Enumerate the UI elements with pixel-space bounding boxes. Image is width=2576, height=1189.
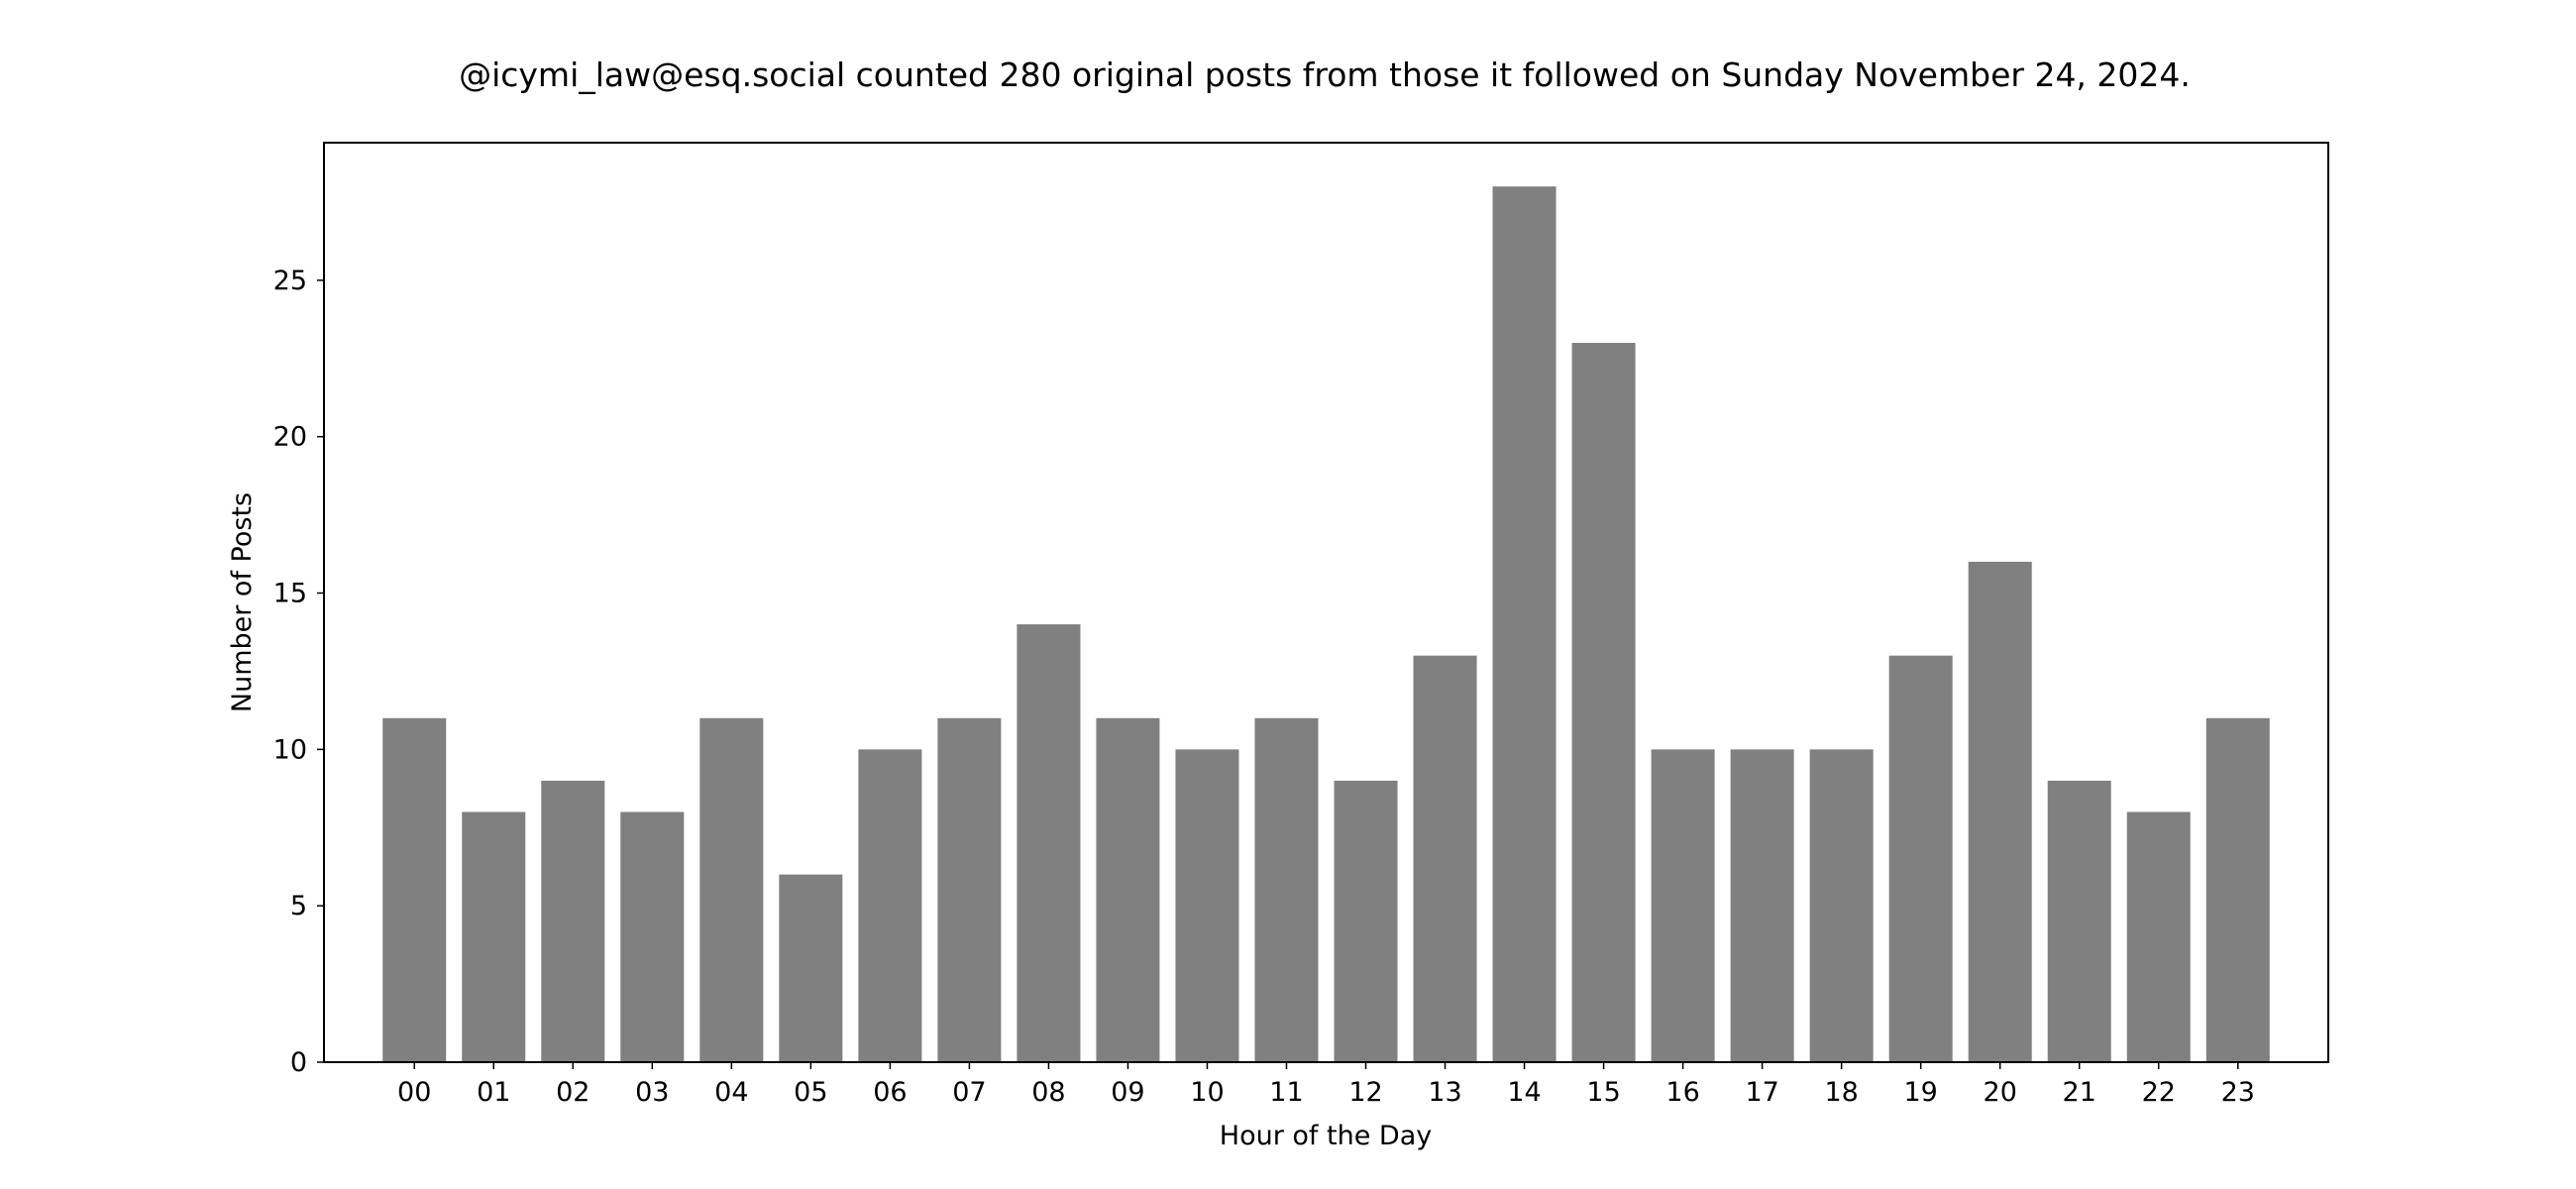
- x-tick-label: 09: [1111, 1077, 1144, 1108]
- plot-frame: [323, 142, 2329, 1063]
- bar-02: [541, 780, 605, 1062]
- y-tick-label: 5: [290, 891, 307, 921]
- bar-20: [1968, 561, 2032, 1062]
- x-tick-label: 19: [1903, 1077, 1937, 1108]
- x-tick-label: 20: [1984, 1077, 2017, 1108]
- x-axis: 00 01 02 03 04 05 06 07 08 09 10 11 12 13 14 15 16 17 18 19…: [397, 1062, 2255, 1108]
- bar-01: [462, 811, 526, 1062]
- bar-13: [1413, 655, 1477, 1062]
- bar-17: [1730, 749, 1794, 1062]
- x-tick-label: 21: [2063, 1077, 2096, 1108]
- x-tick-label: 18: [1824, 1077, 1858, 1108]
- x-tick-label: 10: [1190, 1077, 1224, 1108]
- x-tick-label: 23: [2221, 1077, 2255, 1108]
- bar-12: [1334, 780, 1398, 1062]
- bar-11: [1254, 717, 1319, 1062]
- y-axis-label: Number of Posts: [227, 492, 258, 712]
- x-tick-label: 05: [794, 1077, 827, 1108]
- chart-title: @icymi_law@esq.social counted 280 origin…: [459, 55, 2191, 94]
- bar-21: [2047, 780, 2111, 1062]
- x-tick-label: 08: [1031, 1077, 1065, 1108]
- bar-22: [2126, 811, 2191, 1062]
- y-tick-label: 0: [290, 1047, 307, 1078]
- x-tick-label: 02: [556, 1077, 590, 1108]
- y-tick-label: 20: [273, 422, 307, 453]
- x-tick-label: 03: [635, 1077, 669, 1108]
- bar-16: [1651, 749, 1715, 1062]
- x-tick-label: 13: [1428, 1077, 1461, 1108]
- x-tick-label: 14: [1507, 1077, 1541, 1108]
- bar-15: [1571, 343, 1636, 1062]
- bar-03: [620, 811, 685, 1062]
- x-tick-label: 12: [1348, 1077, 1382, 1108]
- y-tick-label: 10: [273, 734, 307, 765]
- bar-19: [1888, 655, 1953, 1062]
- bar-23: [2205, 717, 2270, 1062]
- x-tick-label: 15: [1586, 1077, 1620, 1108]
- bar-14: [1492, 186, 1556, 1062]
- bar-04: [699, 717, 764, 1062]
- y-axis: 0 5 10 15 20 25: [273, 266, 324, 1078]
- bar-09: [1096, 717, 1160, 1062]
- bar-06: [858, 749, 922, 1062]
- y-tick-label: 25: [273, 266, 307, 296]
- bar-00: [382, 717, 447, 1062]
- x-tick-label: 06: [873, 1077, 907, 1108]
- x-tick-label: 16: [1665, 1077, 1699, 1108]
- bar-08: [1017, 624, 1081, 1062]
- y-tick-label: 15: [273, 579, 307, 609]
- x-tick-label: 01: [477, 1077, 510, 1108]
- bar-18: [1809, 749, 1874, 1062]
- bar-10: [1175, 749, 1239, 1062]
- bar-07: [937, 717, 1002, 1062]
- x-tick-label: 11: [1269, 1077, 1303, 1108]
- x-tick-label: 00: [397, 1077, 431, 1108]
- bar-05: [779, 874, 843, 1062]
- x-tick-label: 04: [714, 1077, 748, 1108]
- x-tick-label: 22: [2142, 1077, 2176, 1108]
- x-axis-label: Hour of the Day: [1220, 1121, 1432, 1151]
- bars-group: [382, 186, 2270, 1062]
- x-tick-label: 07: [952, 1077, 986, 1108]
- x-tick-label: 17: [1745, 1077, 1778, 1108]
